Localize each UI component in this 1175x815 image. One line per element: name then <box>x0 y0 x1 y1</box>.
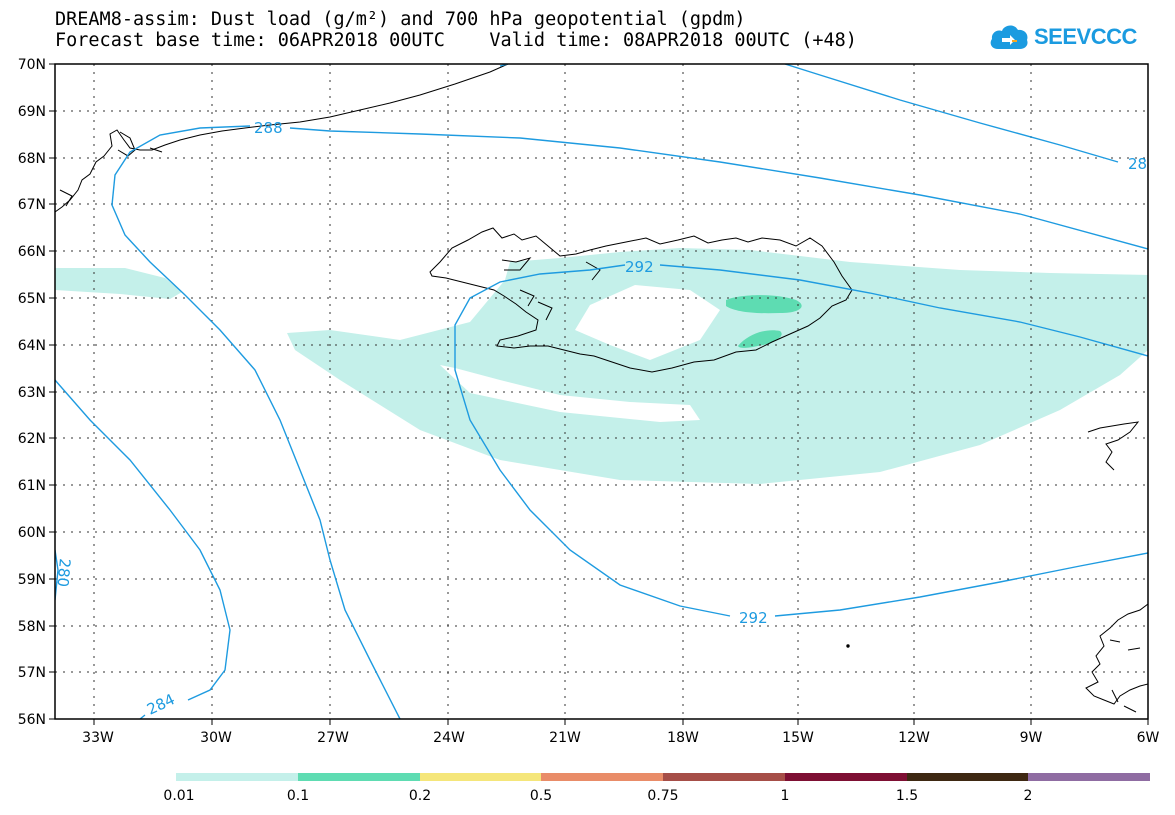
colorbar-label: 0.2 <box>409 788 431 804</box>
lat-label: 57N <box>18 665 46 681</box>
dust-area-medium-2 <box>738 330 782 348</box>
lon-label: 21W <box>549 730 581 746</box>
colorbar-swatch <box>298 773 420 781</box>
lon-label: 6W <box>1137 730 1160 746</box>
colorbar-label: 0.75 <box>647 788 678 804</box>
lat-ticks <box>49 63 55 720</box>
scotland-coast <box>1085 603 1148 705</box>
colorbar-label: 2 <box>1024 788 1033 804</box>
colorbar <box>176 773 1150 781</box>
lat-label: 62N <box>18 431 46 447</box>
lon-label: 18W <box>667 730 699 746</box>
lat-label: 58N <box>18 619 46 635</box>
lat-label: 65N <box>18 291 46 307</box>
colorbar-label: 0.1 <box>287 788 309 804</box>
colorbar-label-group: 0.01 0.1 0.2 0.5 0.75 1 1.5 2 <box>163 788 1032 804</box>
lon-label: 27W <box>317 730 349 746</box>
contour-label: 28 <box>1128 155 1147 173</box>
faroe-islands <box>1087 421 1140 471</box>
colorbar-label: 0.01 <box>163 788 194 804</box>
colorbar-label: 1 <box>781 788 790 804</box>
colorbar-swatch <box>420 773 541 781</box>
logo-text: SEEVCCC <box>1034 24 1137 49</box>
contour-label: 292 <box>625 258 654 276</box>
lat-label: 70N <box>18 57 46 73</box>
lat-label: 63N <box>18 385 46 401</box>
colorbar-label: 0.5 <box>530 788 552 804</box>
lat-label: 59N <box>18 572 46 588</box>
colorbar-swatch <box>907 773 1028 781</box>
geopotential-contours <box>55 64 1148 719</box>
lat-label: 64N <box>18 338 46 354</box>
map-title: DREAM8-assim: Dust load (g/m²) and 700 h… <box>55 9 746 30</box>
dust-area-medium-1 <box>726 295 802 314</box>
seevccc-logo: SEEVCCC <box>988 19 1137 55</box>
contour-288-ne <box>784 64 1119 163</box>
lat-label: 66N <box>18 244 46 260</box>
lat-label: 69N <box>18 104 46 120</box>
coastlines <box>55 64 1148 713</box>
lat-label-group: 70N 69N 68N 67N 66N 65N 64N 63N 62N 61N … <box>18 57 46 728</box>
contour-label: 292 <box>739 609 768 627</box>
lon-label-group: 33W 30W 27W 24W 21W 18W 15W 12W 9W 6W <box>82 730 1159 746</box>
lat-label: 68N <box>18 151 46 167</box>
dust-area-west <box>55 268 182 299</box>
lon-label: 15W <box>782 730 814 746</box>
contour-292-north <box>659 264 1148 357</box>
graticule <box>55 64 1148 719</box>
colorbar-swatch <box>541 773 663 781</box>
greenland-coast-detail <box>59 131 163 207</box>
lon-label: 33W <box>82 730 114 746</box>
contour-280-edge <box>55 549 59 601</box>
contour-288-north <box>289 127 1148 250</box>
colorbar-swatch <box>663 773 785 781</box>
iceland-coast <box>429 227 853 373</box>
iceland-coast-detail <box>501 257 601 321</box>
lat-label: 67N <box>18 197 46 213</box>
lat-label: 60N <box>18 525 46 541</box>
lat-label: 56N <box>18 712 46 728</box>
lon-ticks <box>93 719 1149 725</box>
contour-label: 280 <box>54 558 74 588</box>
forecast-time-line: Forecast base time: 06APR2018 00UTC Vali… <box>55 30 857 51</box>
cloud-icon <box>990 25 1028 49</box>
lon-label: 9W <box>1020 730 1043 746</box>
lon-label: 24W <box>433 730 465 746</box>
colorbar-swatch <box>1028 773 1150 781</box>
lat-label: 61N <box>18 478 46 494</box>
colorbar-swatch <box>176 773 298 781</box>
colorbar-swatch <box>785 773 907 781</box>
dust-area-main <box>287 248 1148 484</box>
colorbar-label: 1.5 <box>896 788 918 804</box>
lon-label: 12W <box>898 730 930 746</box>
greenland-coast <box>55 64 509 213</box>
scotland-islands <box>1109 639 1141 713</box>
dust-shading <box>55 248 1148 484</box>
contour-292 <box>454 264 1148 617</box>
contour-284 <box>55 379 231 719</box>
contour-label: 288 <box>254 119 283 137</box>
lon-label: 30W <box>200 730 232 746</box>
contour-label: 284 <box>144 690 178 718</box>
